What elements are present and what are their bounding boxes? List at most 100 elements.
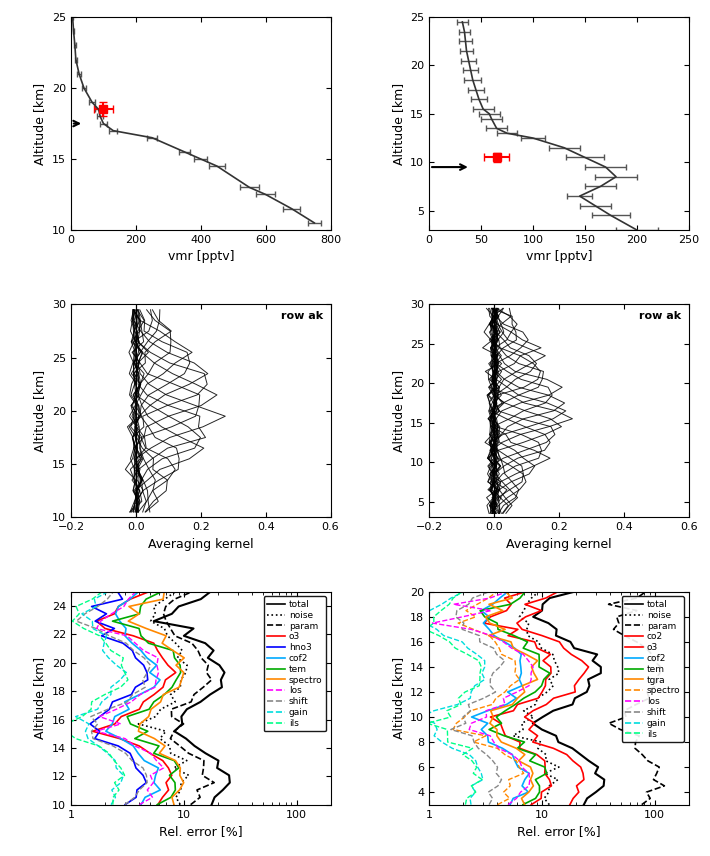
gain: [107, 785, 116, 795]
hno3: [143, 675, 152, 685]
shift: [464, 599, 473, 609]
gain: [432, 624, 441, 634]
gain: [106, 800, 115, 810]
total: [201, 638, 209, 648]
Line: co2: co2: [517, 591, 589, 805]
shift: [142, 770, 151, 781]
o3: [534, 693, 542, 704]
total: [538, 712, 547, 722]
hno3: [127, 689, 136, 699]
tgra: [485, 599, 493, 609]
spectro: [160, 586, 168, 597]
noise: [523, 624, 531, 634]
shift: [485, 586, 493, 597]
tem: [153, 800, 161, 810]
ils: [430, 618, 438, 628]
co2: [518, 624, 526, 634]
ils: [442, 705, 451, 716]
noise: [166, 689, 175, 699]
tem: [497, 718, 506, 728]
ils: [110, 777, 119, 788]
param: [170, 726, 178, 736]
noise: [151, 609, 160, 619]
param: [645, 693, 653, 704]
noise: [523, 631, 532, 641]
tem: [540, 762, 549, 772]
gain: [102, 631, 111, 641]
cof2: [108, 719, 116, 729]
ils: [421, 624, 430, 634]
tem: [493, 624, 502, 634]
spectro: [506, 681, 515, 691]
param: [605, 718, 613, 728]
param: [200, 763, 208, 773]
ils: [106, 645, 115, 656]
param: [167, 704, 175, 715]
total: [175, 601, 183, 611]
tem: [131, 734, 139, 744]
shift: [501, 656, 509, 666]
shift: [131, 792, 139, 802]
hno3: [96, 711, 104, 722]
noise: [555, 762, 563, 772]
cof2: [515, 675, 523, 685]
cof2: [121, 697, 129, 707]
ils: [72, 734, 80, 744]
tem: [175, 763, 183, 773]
los: [146, 770, 155, 781]
total: [594, 762, 602, 772]
o3: [135, 740, 143, 751]
co2: [528, 737, 537, 747]
spectro: [493, 800, 502, 810]
tem: [170, 777, 179, 788]
tem: [481, 612, 489, 622]
Line: tem: tem: [480, 591, 550, 805]
shift: [459, 712, 467, 722]
noise: [146, 616, 155, 627]
gain: [103, 748, 111, 758]
cof2: [136, 645, 145, 656]
tem: [143, 726, 152, 736]
total: [206, 586, 214, 597]
noise: [537, 643, 545, 653]
tem: [135, 609, 143, 619]
noise: [509, 731, 518, 741]
los: [92, 623, 101, 633]
noise: [166, 748, 175, 758]
cof2: [111, 609, 120, 619]
spectro: [178, 675, 186, 685]
param: [650, 656, 658, 666]
co2: [572, 781, 581, 791]
hno3: [105, 704, 114, 715]
spectro: [134, 726, 143, 736]
spectro: [147, 704, 155, 715]
shift: [129, 689, 137, 699]
tem: [168, 682, 176, 693]
spectro: [501, 687, 509, 697]
noise: [518, 718, 526, 728]
tem: [535, 781, 544, 791]
gain: [112, 763, 121, 773]
Text: row ak: row ak: [280, 311, 323, 321]
los: [151, 682, 159, 693]
tem: [476, 605, 484, 615]
param: [657, 662, 665, 672]
cof2: [116, 734, 125, 744]
total: [549, 705, 557, 716]
noise: [171, 697, 180, 707]
noise: [160, 623, 169, 633]
Line: tem: tem: [112, 591, 180, 805]
co2: [577, 656, 586, 666]
noise: [519, 724, 528, 734]
o3: [150, 689, 158, 699]
o3: [539, 656, 547, 666]
noise: [549, 681, 557, 691]
total: [538, 599, 547, 609]
hno3: [128, 645, 136, 656]
o3: [541, 681, 550, 691]
tgra: [530, 668, 538, 678]
param: [633, 605, 641, 615]
tem: [501, 705, 510, 716]
gain: [471, 787, 480, 797]
ils: [445, 599, 454, 609]
